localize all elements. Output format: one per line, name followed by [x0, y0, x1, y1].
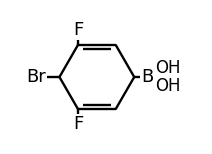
Text: F: F [73, 21, 83, 39]
Text: OH: OH [155, 77, 181, 95]
Text: OH: OH [155, 59, 181, 77]
Text: Br: Br [26, 68, 46, 86]
Text: B: B [141, 68, 153, 86]
Text: F: F [73, 115, 83, 133]
